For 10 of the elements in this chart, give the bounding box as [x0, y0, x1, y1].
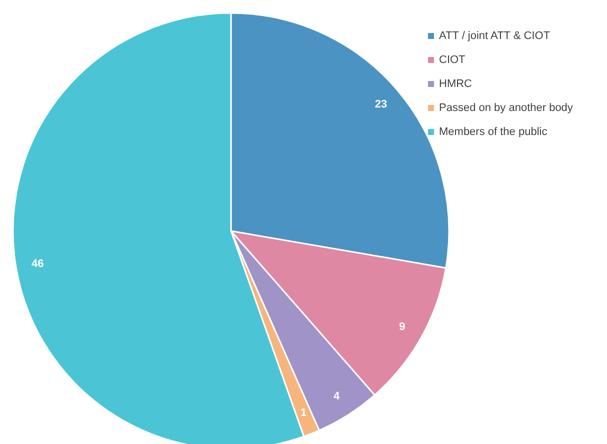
legend-label: Members of the public [439, 126, 548, 138]
legend-label: Passed on by another body [439, 102, 574, 114]
legend-label: HMRC [439, 78, 472, 90]
data-label: 9 [399, 320, 406, 333]
data-label: 4 [333, 390, 340, 402]
data-label: 23 [374, 98, 388, 110]
legend-label: ATT / joint ATT & CIOT [439, 30, 550, 42]
legend-label: CIOT [439, 54, 466, 66]
data-label: 1 [300, 407, 307, 420]
data-label: 46 [32, 258, 44, 270]
